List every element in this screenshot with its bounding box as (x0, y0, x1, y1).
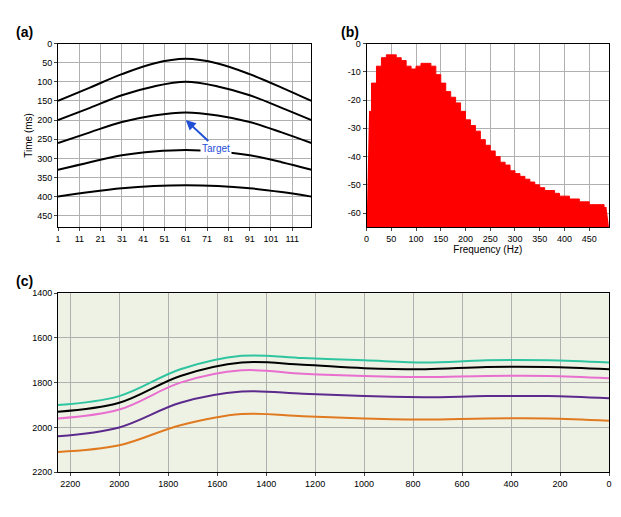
svg-text:1400: 1400 (32, 288, 52, 298)
svg-text:1600: 1600 (32, 333, 52, 343)
svg-text:2200: 2200 (32, 467, 52, 477)
svg-text:21: 21 (96, 234, 106, 244)
svg-text:100: 100 (409, 234, 424, 244)
svg-text:450: 450 (582, 234, 597, 244)
svg-text:-40: -40 (348, 152, 361, 162)
svg-text:-50: -50 (348, 180, 361, 190)
svg-text:1: 1 (55, 234, 60, 244)
svg-text:2200: 2200 (60, 479, 80, 489)
svg-text:200: 200 (37, 115, 52, 125)
svg-text:Time (ms): Time (ms) (23, 113, 34, 158)
svg-text:400: 400 (504, 479, 519, 489)
svg-text:250: 250 (483, 234, 498, 244)
svg-text:2000: 2000 (109, 479, 129, 489)
svg-text:400: 400 (557, 234, 572, 244)
svg-text:50: 50 (386, 234, 396, 244)
svg-text:-60: -60 (348, 208, 361, 218)
svg-text:50: 50 (42, 58, 52, 68)
svg-text:11: 11 (75, 234, 84, 244)
svg-text:-30: -30 (348, 123, 361, 133)
svg-text:350: 350 (532, 234, 547, 244)
svg-text:1400: 1400 (256, 479, 276, 489)
svg-text:(c): (c) (16, 273, 33, 289)
svg-text:150: 150 (37, 96, 52, 106)
svg-text:41: 41 (138, 234, 148, 244)
svg-text:300: 300 (507, 234, 522, 244)
svg-text:0: 0 (356, 39, 361, 49)
svg-text:200: 200 (553, 479, 568, 489)
svg-text:150: 150 (433, 234, 448, 244)
svg-text:(a): (a) (16, 24, 33, 40)
svg-text:51: 51 (159, 234, 169, 244)
svg-text:450: 450 (37, 211, 52, 221)
svg-text:91: 91 (245, 234, 255, 244)
svg-text:31: 31 (117, 234, 127, 244)
svg-text:-20: -20 (348, 95, 361, 105)
svg-text:111: 111 (285, 234, 299, 244)
svg-text:Target: Target (202, 143, 230, 154)
svg-text:Frequency (Hz): Frequency (Hz) (453, 244, 522, 255)
svg-text:300: 300 (37, 154, 52, 164)
svg-text:71: 71 (202, 234, 212, 244)
svg-text:1200: 1200 (305, 479, 325, 489)
svg-text:0: 0 (47, 39, 52, 49)
svg-text:(b): (b) (341, 24, 359, 40)
svg-text:200: 200 (458, 234, 473, 244)
svg-text:250: 250 (37, 134, 52, 144)
svg-text:600: 600 (455, 479, 470, 489)
svg-text:1800: 1800 (32, 378, 52, 388)
svg-text:61: 61 (181, 234, 191, 244)
svg-text:0: 0 (606, 479, 611, 489)
svg-text:350: 350 (37, 173, 52, 183)
svg-text:-10: -10 (348, 67, 361, 77)
svg-text:0: 0 (364, 234, 369, 244)
svg-text:1000: 1000 (354, 479, 374, 489)
svg-text:81: 81 (223, 234, 233, 244)
svg-text:800: 800 (406, 479, 421, 489)
svg-text:400: 400 (37, 192, 52, 202)
svg-text:1800: 1800 (158, 479, 178, 489)
svg-text:101: 101 (263, 234, 278, 244)
svg-text:100: 100 (37, 77, 52, 87)
svg-text:1600: 1600 (207, 479, 227, 489)
svg-text:2000: 2000 (32, 423, 52, 433)
